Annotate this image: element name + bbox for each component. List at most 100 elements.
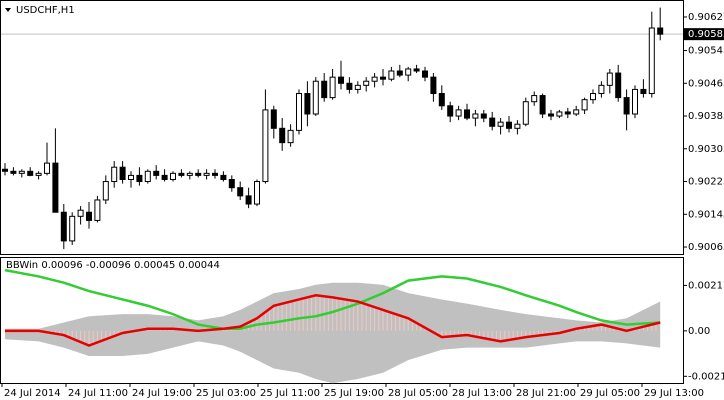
- candle-body: [455, 109, 462, 117]
- x-tick-label: 28 Jul 13:00: [452, 388, 512, 399]
- candle-body: [447, 105, 454, 117]
- y-tick-label: 0.90145: [688, 209, 724, 220]
- candle-body: [153, 170, 160, 176]
- candle-body: [388, 70, 395, 80]
- current-price-label: 0.90585: [688, 29, 724, 40]
- candle-body: [606, 72, 613, 86]
- candle-body: [363, 80, 370, 86]
- x-tick-label: 24 Jul 2014: [4, 388, 61, 399]
- candle-body: [539, 95, 546, 115]
- candle-body: [220, 174, 227, 180]
- price-pane: [0, 0, 684, 255]
- symbol-title: USDCHF,H1: [16, 5, 75, 16]
- candle-body: [245, 195, 252, 205]
- x-tick-label: 24 Jul 11:00: [68, 388, 128, 399]
- y-tick-label: 0.90305: [688, 144, 724, 155]
- candle-body: [480, 113, 487, 119]
- candle-body: [102, 181, 109, 201]
- x-tick-label: 28 Jul 05:00: [388, 388, 448, 399]
- candle-body: [380, 76, 386, 80]
- candle-body: [35, 172, 42, 176]
- y-tick-label: 0.90225: [688, 177, 724, 188]
- candle-body: [144, 170, 151, 183]
- indicator-line: [5, 294, 661, 347]
- candle-body: [615, 72, 622, 99]
- candle-body: [573, 109, 580, 115]
- candle-body: [396, 70, 403, 76]
- y-tick-label: 0.90065: [688, 242, 724, 253]
- candle-body: [413, 68, 420, 72]
- candle-body: [548, 113, 554, 117]
- y-tick-label: 0.90545: [688, 46, 724, 57]
- candle-body: [438, 93, 445, 107]
- candle-body: [522, 101, 529, 125]
- candle-body: [312, 80, 319, 115]
- candle-body: [338, 76, 344, 84]
- candle-body: [77, 209, 84, 217]
- y-tick-label: 0.90465: [688, 78, 724, 89]
- x-tick-label: 29 Jul 05:00: [580, 388, 640, 399]
- candle-body: [514, 123, 521, 129]
- candle-body: [178, 172, 185, 176]
- y-tick-label: 0.00: [688, 326, 710, 337]
- candle-body: [52, 162, 59, 213]
- candle-body: [321, 80, 328, 99]
- current-price-box: [684, 28, 724, 41]
- x-tick-label: 25 Jul 19:00: [324, 388, 384, 399]
- candle-body: [161, 174, 168, 180]
- y-tick-label: 0.90627: [688, 12, 724, 23]
- candle-body: [270, 109, 277, 129]
- candle-body: [598, 84, 605, 95]
- menu-arrow: [5, 8, 11, 12]
- candle-body: [422, 70, 428, 78]
- candle-body: [472, 113, 479, 119]
- candle-body: [648, 27, 655, 95]
- candle-body: [304, 93, 311, 115]
- x-tick-label: 28 Jul 21:00: [516, 388, 576, 399]
- band-area: [5, 282, 661, 384]
- candle-body: [531, 95, 538, 103]
- candle-body: [136, 174, 143, 183]
- candle-body: [60, 211, 67, 242]
- candle-body: [2, 168, 8, 172]
- candle-body: [44, 162, 50, 174]
- candle-body: [405, 68, 412, 76]
- candle-body: [556, 111, 563, 117]
- candle-body: [329, 76, 336, 99]
- candle-body: [346, 82, 353, 90]
- candle-body: [10, 170, 17, 174]
- candle-body: [18, 170, 25, 174]
- candle-body: [279, 127, 286, 144]
- indicator-line: [4, 268, 661, 331]
- candle-body: [119, 166, 126, 180]
- candle-body: [27, 170, 34, 176]
- candle-body: [86, 211, 92, 221]
- x-tick-label: 24 Jul 19:00: [132, 388, 192, 399]
- candle-body: [111, 166, 118, 183]
- candle-body: [170, 172, 176, 180]
- candle-body: [506, 121, 512, 129]
- candle-body: [640, 88, 647, 95]
- candle-body: [489, 117, 496, 127]
- candle-body: [497, 121, 504, 127]
- candle-body: [354, 84, 361, 90]
- y-tick-label: -0.00217: [688, 371, 724, 382]
- candle-body: [464, 109, 470, 119]
- candle-body: [590, 93, 596, 101]
- candle-body: [623, 97, 630, 115]
- candle-body: [128, 174, 134, 180]
- indicator-title: BBWin 0.00096 -0.00096 0.00045 0.00044: [6, 260, 220, 271]
- candle-body: [212, 172, 218, 176]
- candle-body: [203, 172, 210, 176]
- candle-body: [564, 111, 571, 115]
- x-tick-label: 25 Jul 11:00: [260, 388, 320, 399]
- candle-body: [581, 99, 588, 111]
- x-tick-label: 25 Jul 03:00: [196, 388, 256, 399]
- candle-body: [94, 199, 101, 221]
- candle-body: [254, 181, 260, 205]
- candle-body: [632, 88, 638, 115]
- x-tick-label: 29 Jul 13:00: [644, 388, 704, 399]
- candle-body: [430, 76, 437, 95]
- candle-body: [296, 93, 302, 131]
